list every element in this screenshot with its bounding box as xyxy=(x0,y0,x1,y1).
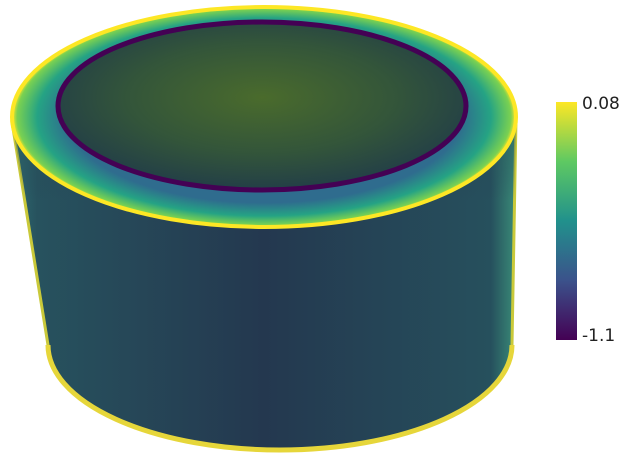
colorbar-label: 0.08 xyxy=(582,94,620,114)
inner-hole xyxy=(55,19,469,193)
bottom-edge xyxy=(45,344,515,453)
cylinder xyxy=(10,5,518,453)
colorbar-label: -1.1 xyxy=(582,326,615,346)
colorbar: -1.1 0.08 xyxy=(556,94,620,346)
colorbar-gradient xyxy=(556,102,577,340)
